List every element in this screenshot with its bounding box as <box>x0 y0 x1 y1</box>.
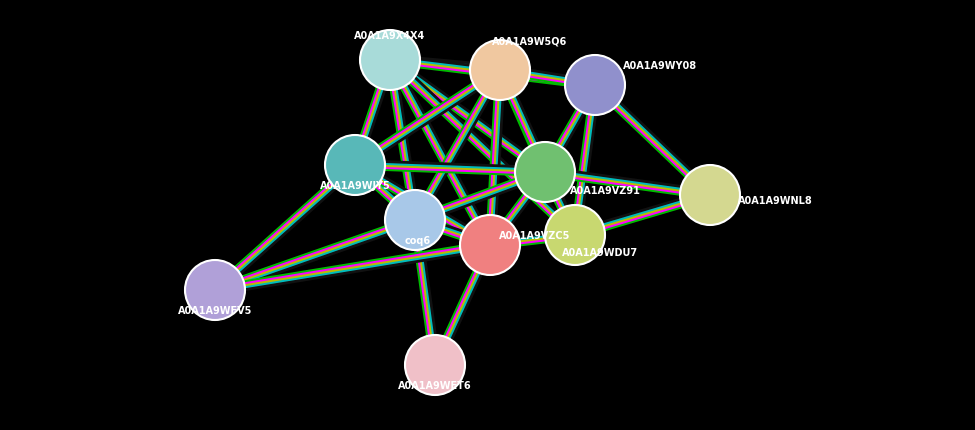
Text: A0A1A9VZC5: A0A1A9VZC5 <box>499 230 570 240</box>
Circle shape <box>385 190 445 250</box>
Text: A0A1A9WY08: A0A1A9WY08 <box>623 61 697 71</box>
Circle shape <box>515 143 575 203</box>
Text: A0A1A9X4X4: A0A1A9X4X4 <box>354 31 426 41</box>
Circle shape <box>545 206 605 265</box>
Circle shape <box>565 56 625 116</box>
Circle shape <box>680 166 740 225</box>
Text: A0A1A9WNL8: A0A1A9WNL8 <box>738 196 812 206</box>
Circle shape <box>325 136 385 196</box>
Text: A0A1A9WDU7: A0A1A9WDU7 <box>562 247 638 258</box>
Circle shape <box>460 215 520 275</box>
Text: A0A1A9WET6: A0A1A9WET6 <box>398 380 472 390</box>
Text: A0A1A9VZ91: A0A1A9VZ91 <box>569 186 641 196</box>
Circle shape <box>405 335 465 395</box>
Text: coq6: coq6 <box>405 236 431 246</box>
Text: A0A1A9W5Q6: A0A1A9W5Q6 <box>492 36 567 46</box>
Circle shape <box>470 41 530 101</box>
Text: A0A1A9WFV5: A0A1A9WFV5 <box>177 305 253 315</box>
Circle shape <box>185 261 245 320</box>
Circle shape <box>360 31 420 91</box>
Text: A0A1A9WJY5: A0A1A9WJY5 <box>320 181 390 190</box>
